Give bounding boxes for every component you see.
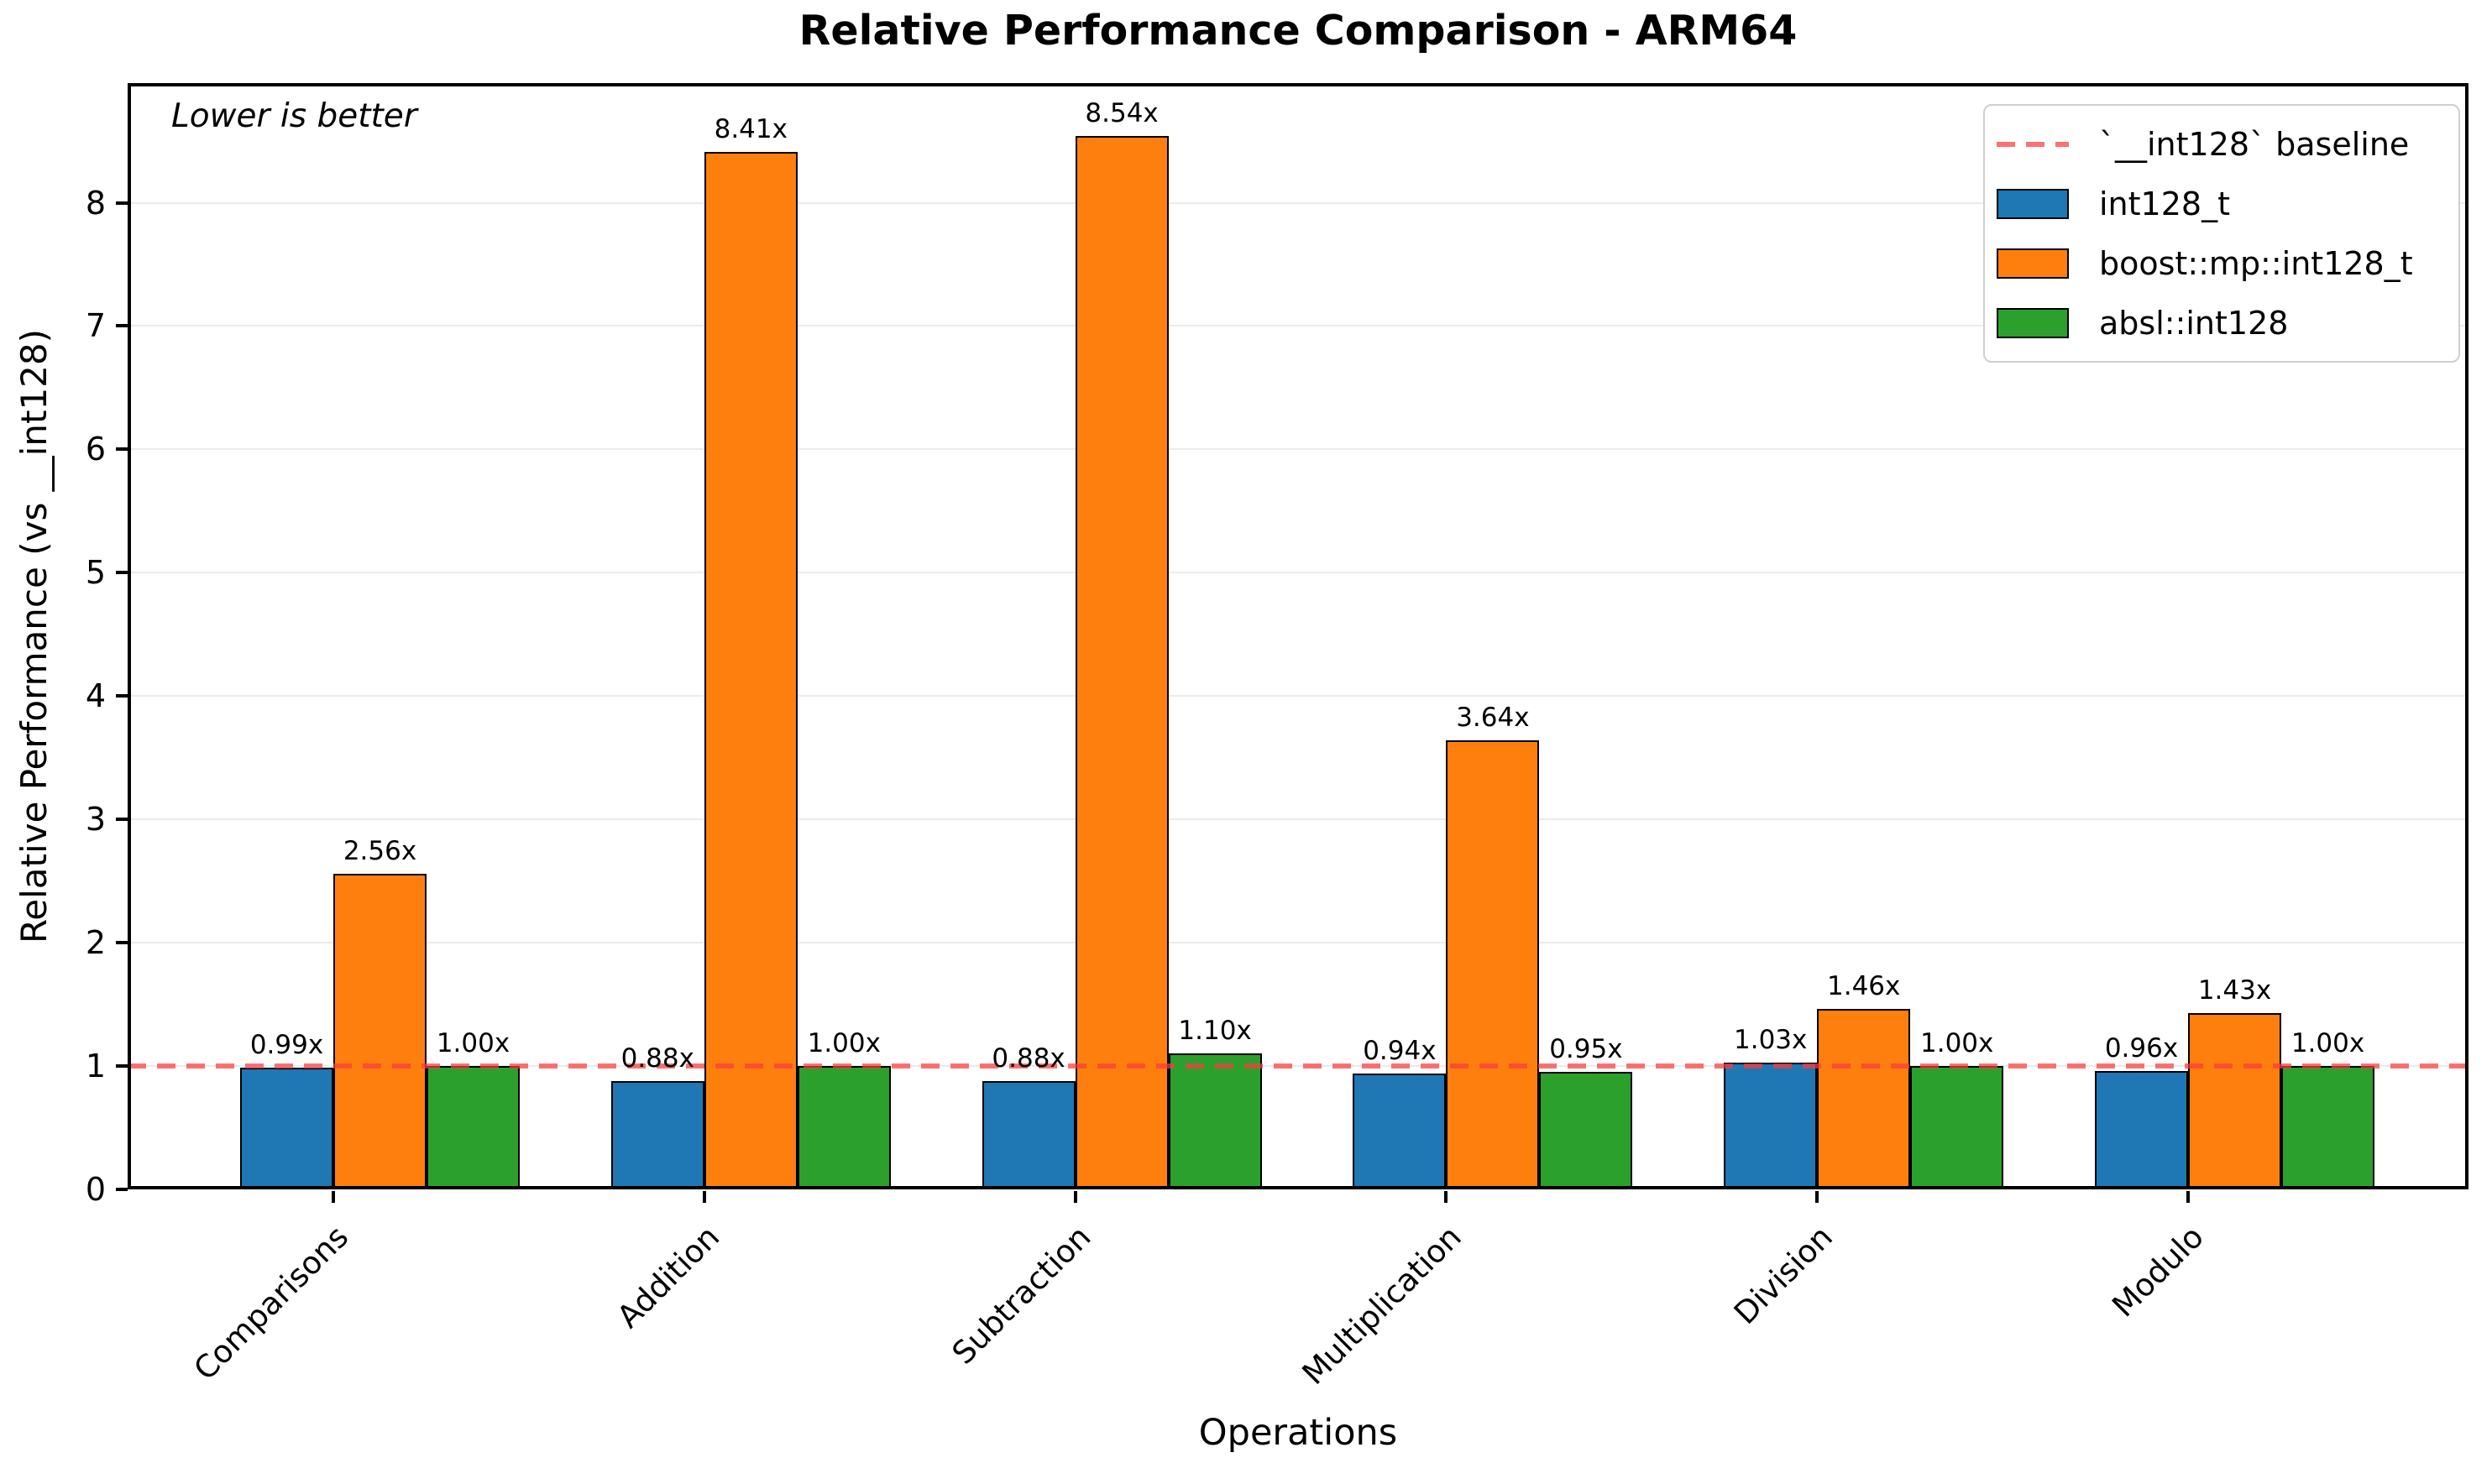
bar [610,1080,704,1189]
bar-value-label: 1.00x [807,1028,881,1059]
bar [427,1066,520,1189]
gridline [128,448,2468,451]
y-tick-mark [116,447,128,452]
y-tick-label: 0 [85,1171,106,1208]
bar [240,1067,333,1189]
bar [1446,740,1540,1189]
x-tick-mark [1073,1191,1077,1203]
gridline [128,818,2468,821]
bar-value-label: 0.94x [1363,1035,1437,1066]
bar-value-label: 8.41x [714,114,788,145]
gridline [128,325,2468,327]
chart-title: Relative Performance Comparison - ARM64 [798,7,1798,55]
bar-value-label: 0.96x [2104,1032,2179,1063]
bar-value-label: 1.00x [1920,1028,1994,1059]
y-tick-label: 6 [85,431,106,468]
baseline-line [128,1063,2468,1069]
gridline [128,201,2468,204]
bar-value-label: 3.64x [1456,703,1530,734]
y-tick-mark [116,201,128,205]
x-tick-mark [1815,1191,1819,1203]
legend-label: boost::mp::int128_t [2099,244,2413,282]
y-tick-label: 3 [85,801,106,839]
bar [1168,1053,1262,1189]
x-tick-label: Division [1726,1219,1840,1332]
legend-item: `__int128` baseline [1997,126,2458,163]
y-tick-mark [116,324,128,328]
bar [2188,1012,2281,1189]
bar-value-label: 1.00x [2290,1028,2365,1059]
bar [1817,1009,1911,1189]
y-tick-mark [116,1188,128,1191]
legend-label: `__int128` baseline [2099,125,2410,163]
y-tick-mark [116,941,128,945]
y-tick-label: 4 [85,677,106,715]
x-tick-mark [332,1191,335,1203]
legend-label: int128_t [2099,185,2230,222]
bar [797,1066,891,1189]
x-tick-label: Comparisons [186,1219,356,1387]
gridline [128,695,2468,698]
x-tick-label: Multiplication [1295,1219,1468,1393]
legend-color-swatch [1997,188,2069,219]
y-tick-label: 8 [85,184,106,222]
x-tick-label: Addition [610,1219,727,1335]
bar [2095,1070,2188,1189]
y-tick-mark [116,818,128,822]
x-axis-title: Operations [1198,1412,1398,1454]
y-axis-title: Relative Performance (vs __int128) [13,329,55,944]
bar-value-label: 8.54x [1085,98,1159,129]
bar-value-label: 1.10x [1178,1016,1252,1047]
bar-value-label: 1.00x [436,1028,510,1059]
y-tick-mark [116,571,128,575]
x-tick-label: Subtraction [945,1219,1098,1372]
bar [1075,136,1169,1189]
y-tick-label: 2 [85,924,106,962]
x-tick-mark [1444,1191,1448,1203]
bar-value-label: 1.43x [2197,975,2272,1006]
bar-value-label: 0.99x [249,1029,324,1060]
bar-value-label: 0.88x [620,1042,694,1074]
y-tick-label: 1 [85,1048,106,1085]
bar [1910,1066,2004,1189]
bar [2281,1066,2374,1189]
bar [704,152,798,1189]
y-tick-label: 7 [85,307,106,345]
bar-value-label: 0.95x [1549,1034,1623,1065]
y-tick-label: 5 [85,554,106,592]
x-tick-label: Modulo [2104,1219,2211,1325]
legend-color-swatch [1997,307,2069,338]
bar [1539,1072,1633,1189]
bar [1724,1062,1818,1189]
bar [333,873,427,1189]
annotation-lower-is-better: Lower is better [171,97,417,135]
legend-color-swatch [1997,248,2069,279]
legend-baseline-dash-swatch [1997,141,2069,147]
x-tick-mark [702,1191,706,1203]
legend-item: boost::mp::int128_t [1997,245,2458,282]
legend-item: absl::int128 [1997,305,2458,342]
y-tick-mark [116,694,128,698]
legend-label: absl::int128 [2099,304,2289,342]
bar [982,1080,1076,1189]
y-tick-mark [116,1064,128,1069]
bar-value-label: 0.88x [992,1042,1065,1074]
legend-item: int128_t [1997,186,2458,222]
bar-value-label: 1.03x [1734,1024,1808,1055]
gridline [128,942,2468,944]
gridline [128,572,2468,574]
bar [1353,1073,1447,1189]
bar-value-label: 1.46x [1827,971,1901,1002]
x-tick-mark [2186,1191,2190,1203]
bar-value-label: 2.56x [343,835,417,866]
